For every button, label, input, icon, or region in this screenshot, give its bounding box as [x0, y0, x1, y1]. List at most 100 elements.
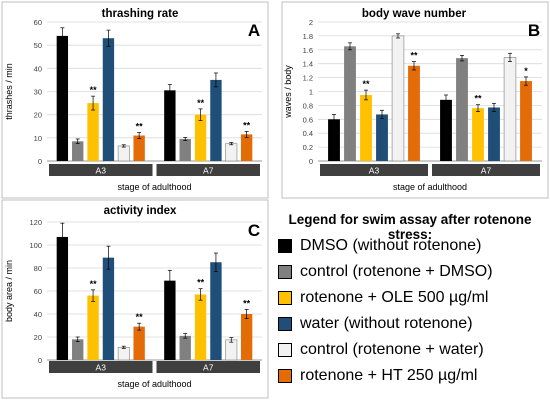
y-tick-label: 10 — [34, 134, 42, 143]
bar — [210, 79, 222, 161]
bar — [472, 108, 484, 161]
significance-label: ** — [197, 98, 205, 108]
bar — [194, 114, 207, 161]
bar — [440, 99, 452, 161]
significance-label: ** — [474, 94, 482, 104]
significance-label: ** — [410, 51, 418, 61]
y-tick-label: 20 — [34, 333, 42, 342]
significance-label: ** — [136, 312, 144, 322]
significance-label: * — [524, 66, 528, 76]
group-band — [156, 164, 260, 176]
legend-title: Legend for swim assay after rotenone str… — [288, 212, 532, 242]
legend-swatch — [278, 369, 292, 383]
bar — [179, 138, 191, 161]
legend-swatch — [278, 317, 292, 331]
bar — [56, 35, 69, 161]
legend-label: rotenone + OLE 500 µg/ml — [300, 289, 489, 306]
group-band — [156, 361, 260, 373]
bar — [179, 335, 191, 360]
bar — [72, 141, 84, 161]
chart-title: thrashing rate — [102, 8, 179, 20]
y-tick-label: 120 — [29, 218, 42, 227]
y-axis-label: body area / min — [4, 260, 14, 322]
y-axis-label: thrashes / min — [4, 63, 14, 120]
y-tick-label: 20 — [34, 111, 42, 120]
bar — [87, 295, 99, 360]
legend-swatch — [278, 239, 292, 253]
chart-title: body wave number — [362, 8, 467, 20]
bar — [56, 236, 69, 360]
bar — [164, 280, 176, 360]
y-tick-label: 0 — [309, 157, 313, 166]
legend-item: DMSO (without rotenone) — [278, 233, 481, 259]
y-tick-label: 1.2 — [303, 74, 313, 83]
legend-item: control (rotenone + DMSO) — [278, 259, 493, 285]
legend-item: water (without rotenone) — [278, 311, 473, 337]
bar — [102, 38, 115, 161]
y-tick-label: 1.6 — [303, 46, 313, 55]
y-tick-label: 60 — [34, 287, 42, 296]
bar — [376, 114, 388, 161]
x-axis-label: stage of adulthood — [393, 182, 467, 192]
bar — [240, 314, 253, 360]
y-tick-label: 2 — [309, 18, 313, 27]
y-tick-label: 30 — [34, 88, 42, 97]
bar — [520, 81, 532, 161]
y-tick-label: 0 — [38, 356, 42, 365]
y-tick-label: 100 — [29, 241, 42, 250]
y-tick-label: 0.2 — [303, 143, 313, 152]
legend-item: control (rotenone + water) — [278, 337, 484, 363]
chart-title: activity index — [104, 205, 177, 217]
significance-label: ** — [243, 298, 251, 308]
bar — [87, 103, 99, 161]
bar — [225, 143, 238, 162]
y-tick-label: 50 — [34, 41, 42, 50]
y-tick-label: 0.6 — [303, 115, 313, 124]
significance-label: ** — [136, 122, 144, 132]
bar — [328, 119, 340, 161]
bar — [133, 135, 145, 161]
y-tick-label: 80 — [34, 264, 42, 273]
group-band — [432, 164, 540, 176]
bar — [133, 326, 145, 360]
y-tick-label: 1.8 — [303, 32, 313, 41]
bar — [164, 90, 176, 161]
bar — [503, 57, 517, 162]
bar — [488, 107, 500, 161]
group-band — [49, 164, 153, 176]
group-band — [49, 361, 153, 373]
significance-label: ** — [243, 120, 251, 130]
bar — [117, 347, 130, 361]
bar — [240, 134, 253, 161]
y-tick-label: 0.4 — [303, 129, 313, 138]
significance-label: ** — [90, 279, 98, 289]
bar — [391, 35, 405, 162]
x-category-label: A3 — [369, 166, 380, 176]
bar — [117, 145, 130, 162]
legend-label: DMSO (without rotenone) — [300, 237, 482, 254]
panel-letter: A — [248, 21, 260, 40]
legend-label: rotenone + HT 250 µg/ml — [300, 367, 478, 384]
panel-letter: B — [528, 21, 540, 40]
legend-item: rotenone + OLE 500 µg/ml — [278, 285, 488, 311]
x-axis-label: stage of adulthood — [117, 182, 191, 192]
bar — [194, 294, 207, 360]
group-band — [320, 164, 428, 176]
x-category-label: A7 — [203, 363, 214, 373]
y-tick-label: 0.8 — [303, 101, 313, 110]
panel-letter: C — [248, 221, 260, 240]
y-tick-label: 0 — [38, 157, 42, 166]
bar — [210, 262, 222, 360]
bar — [360, 94, 372, 161]
x-category-label: A7 — [203, 166, 214, 176]
x-axis-label: stage of adulthood — [117, 379, 191, 389]
legend-swatch — [278, 291, 292, 305]
significance-label: ** — [197, 278, 205, 288]
x-category-label: A3 — [96, 363, 107, 373]
significance-label: ** — [362, 79, 370, 89]
y-tick-label: 1.4 — [303, 60, 313, 69]
bar — [456, 58, 468, 161]
y-tick-label: 1 — [309, 88, 313, 97]
x-category-label: A3 — [96, 166, 107, 176]
